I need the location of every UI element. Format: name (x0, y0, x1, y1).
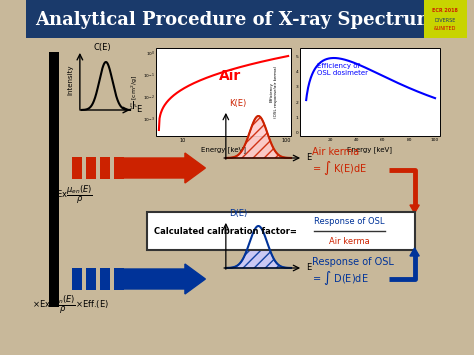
Text: Air kerma: Air kerma (329, 236, 370, 246)
Text: Response of OSL: Response of OSL (314, 218, 385, 226)
Text: 80: 80 (406, 138, 412, 142)
Bar (156, 48, 291, 136)
Bar (300, 48, 440, 136)
Text: Analytical Procedure of X-ray Spectrum: Analytical Procedure of X-ray Spectrum (35, 11, 436, 29)
Bar (147, 212, 415, 250)
Bar (49, 52, 59, 307)
FancyArrow shape (410, 205, 419, 213)
Text: $\frac{\mu_{en}}{\rho}$ [cm$^2$/g]: $\frac{\mu_{en}}{\rho}$ [cm$^2$/g] (129, 75, 142, 109)
FancyArrow shape (410, 248, 419, 256)
Bar (86, 268, 96, 290)
FancyArrow shape (124, 264, 205, 294)
Text: E: E (136, 105, 141, 115)
Text: Efficiency
(OSL response/air kerma): Efficiency (OSL response/air kerma) (270, 66, 279, 118)
Text: C(E): C(E) (93, 43, 111, 52)
Polygon shape (226, 226, 291, 268)
Text: Energy [keV]: Energy [keV] (347, 146, 392, 153)
Text: = $\int$ D(E)dE: = $\int$ D(E)dE (312, 269, 369, 287)
Text: D(E): D(E) (228, 209, 247, 218)
Text: = $\int$ K(E)dE: = $\int$ K(E)dE (312, 159, 368, 177)
Text: Intensity: Intensity (68, 65, 73, 95)
Text: $10^{0}$: $10^{0}$ (146, 49, 155, 59)
Text: $10^{-1}$: $10^{-1}$ (143, 71, 155, 81)
Bar (73, 157, 82, 179)
Text: 60: 60 (380, 138, 386, 142)
Text: Calculated calibration factor=: Calculated calibration factor= (154, 226, 297, 235)
Text: $10^{-2}$: $10^{-2}$ (143, 93, 155, 103)
Bar (100, 268, 109, 290)
Text: ECR 2018: ECR 2018 (432, 7, 458, 12)
Bar (26, 0, 467, 38)
Text: 100: 100 (431, 138, 439, 142)
Text: 3: 3 (296, 86, 298, 89)
FancyArrow shape (124, 153, 205, 183)
Bar (424, 0, 467, 38)
Text: Response of OSL: Response of OSL (312, 257, 394, 267)
Text: 10: 10 (179, 138, 185, 143)
Text: $\times$Ex$\dfrac{\mu_{en}(E)}{\rho}$: $\times$Ex$\dfrac{\mu_{en}(E)}{\rho}$ (48, 184, 92, 206)
Text: Air: Air (219, 69, 241, 83)
Text: E: E (306, 263, 311, 273)
Text: &UNITED: &UNITED (434, 27, 456, 32)
Text: 100: 100 (282, 138, 291, 143)
Text: 20: 20 (328, 138, 334, 142)
Text: DIVERSE: DIVERSE (435, 17, 456, 22)
Text: E: E (306, 153, 311, 163)
Text: Air kerma: Air kerma (312, 147, 359, 157)
Bar (114, 268, 124, 290)
Text: K(E): K(E) (228, 99, 246, 108)
Text: 0: 0 (296, 131, 298, 135)
Bar (86, 157, 96, 179)
Text: $10^{-3}$: $10^{-3}$ (143, 115, 155, 125)
Text: 5: 5 (295, 55, 298, 59)
Bar (114, 157, 124, 179)
Polygon shape (226, 116, 291, 158)
Text: $\times$Ex$\dfrac{\mu_{en}(E)}{\rho}$$\times$Eff.(E): $\times$Ex$\dfrac{\mu_{en}(E)}{\rho}$$\t… (32, 294, 109, 316)
Text: 2: 2 (296, 100, 298, 105)
Text: 4: 4 (296, 70, 298, 74)
Text: Energy [keV]: Energy [keV] (201, 146, 246, 153)
Bar (73, 268, 82, 290)
Text: Efficiency of
OSL dosimeter: Efficiency of OSL dosimeter (317, 63, 368, 76)
Bar (100, 157, 109, 179)
Text: 1: 1 (296, 116, 298, 120)
Text: 40: 40 (354, 138, 360, 142)
